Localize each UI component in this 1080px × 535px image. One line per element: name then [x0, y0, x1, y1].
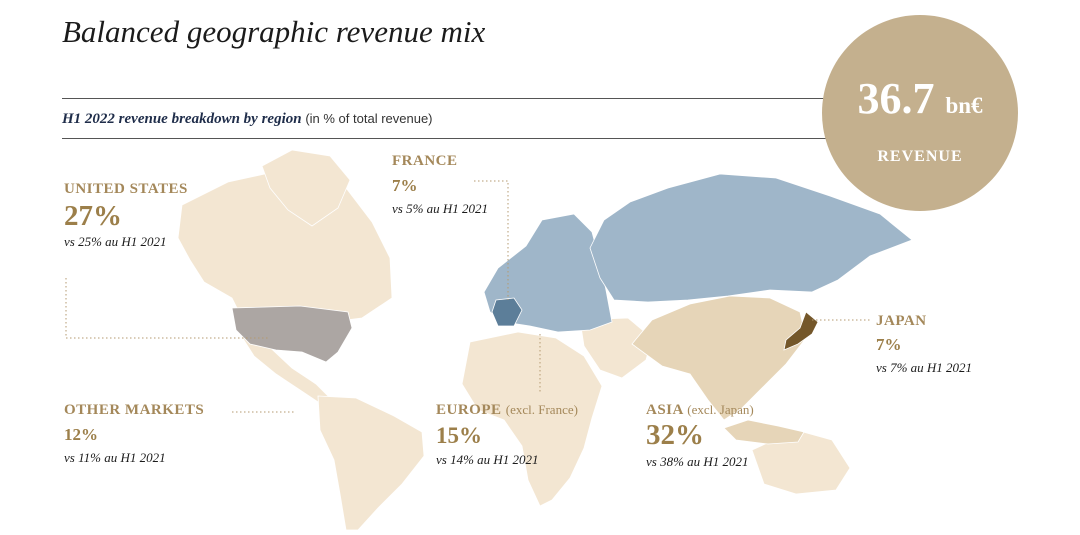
region-comparison: vs 7% au H1 2021: [876, 360, 973, 375]
region-comparison: vs 5% au H1 2021: [392, 201, 489, 216]
region-comparison: vs 14% au H1 2021: [436, 452, 539, 467]
shape-russia: [589, 173, 913, 303]
region-name: OTHER MARKETS: [64, 402, 205, 418]
shape-japan: [783, 311, 819, 351]
region-name-line: ASIA (excl. Japan): [646, 402, 754, 419]
shape-france: [491, 297, 523, 327]
subtitle-unit: (in % of total revenue): [305, 111, 433, 126]
region-comparison: vs 38% au H1 2021: [646, 454, 749, 469]
region-name: EUROPE: [436, 402, 502, 418]
region-value: 12%: [64, 425, 98, 444]
region-comparison: vs 25% au H1 2021: [64, 234, 167, 249]
revenue-unit: bn€: [945, 93, 983, 118]
leader-united-states: [65, 278, 268, 339]
region-exclusion: (excl. Japan): [687, 402, 754, 417]
revenue-value: 36.7 bn€: [822, 73, 1018, 124]
region-value: 15%: [436, 423, 482, 448]
leader-lines: [65, 180, 872, 413]
region-europe: EUROPE (excl. France) 15% vs 14% au H1 2…: [436, 402, 578, 468]
shape-africa: [461, 331, 603, 507]
header-rule-top: [62, 98, 830, 99]
region-united-states: UNITED STATES 27% vs 25% au H1 2021: [64, 181, 188, 250]
region-value: 7%: [876, 335, 902, 354]
shape-southeast-asia-islands: [723, 419, 805, 445]
region-value: 27%: [64, 200, 122, 232]
region-comparison: vs 11% au H1 2021: [64, 450, 166, 465]
shape-middle-east: [579, 317, 653, 379]
region-other-markets: OTHER MARKETS 12% vs 11% au H1 2021: [64, 402, 204, 466]
region-exclusion: (excl. France): [505, 402, 578, 417]
region-name: FRANCE: [392, 153, 458, 169]
chart-subtitle: H1 2022 revenue breakdown by region (in …: [62, 111, 433, 128]
landmasses: [177, 149, 913, 531]
revenue-number: 36.7: [857, 74, 935, 123]
shape-south-america: [317, 395, 425, 531]
revenue-badge: 36.7 bn€ REVENUE: [822, 15, 1018, 211]
page-title: Balanced geographic revenue mix: [62, 14, 486, 49]
region-japan: JAPAN 7% vs 7% au H1 2021: [876, 313, 972, 376]
region-name-line: EUROPE (excl. France): [436, 402, 578, 419]
leader-france: [474, 180, 509, 300]
region-name: JAPAN: [876, 313, 927, 329]
region-name: UNITED STATES: [64, 181, 188, 197]
header-rule-bottom: [62, 138, 852, 139]
region-value: 32%: [646, 419, 704, 451]
region-value: 7%: [392, 176, 418, 195]
region-asia: ASIA (excl. Japan) 32% vs 38% au H1 2021: [646, 402, 754, 470]
shape-asia: [631, 295, 807, 421]
region-france: FRANCE 7% vs 5% au H1 2021: [392, 153, 488, 217]
revenue-label: REVENUE: [877, 148, 963, 165]
shape-united-states: [231, 305, 353, 363]
shape-greenland: [261, 149, 351, 227]
region-name: ASIA: [646, 402, 684, 418]
subtitle-bold: H1 2022 revenue breakdown by region: [62, 111, 302, 127]
